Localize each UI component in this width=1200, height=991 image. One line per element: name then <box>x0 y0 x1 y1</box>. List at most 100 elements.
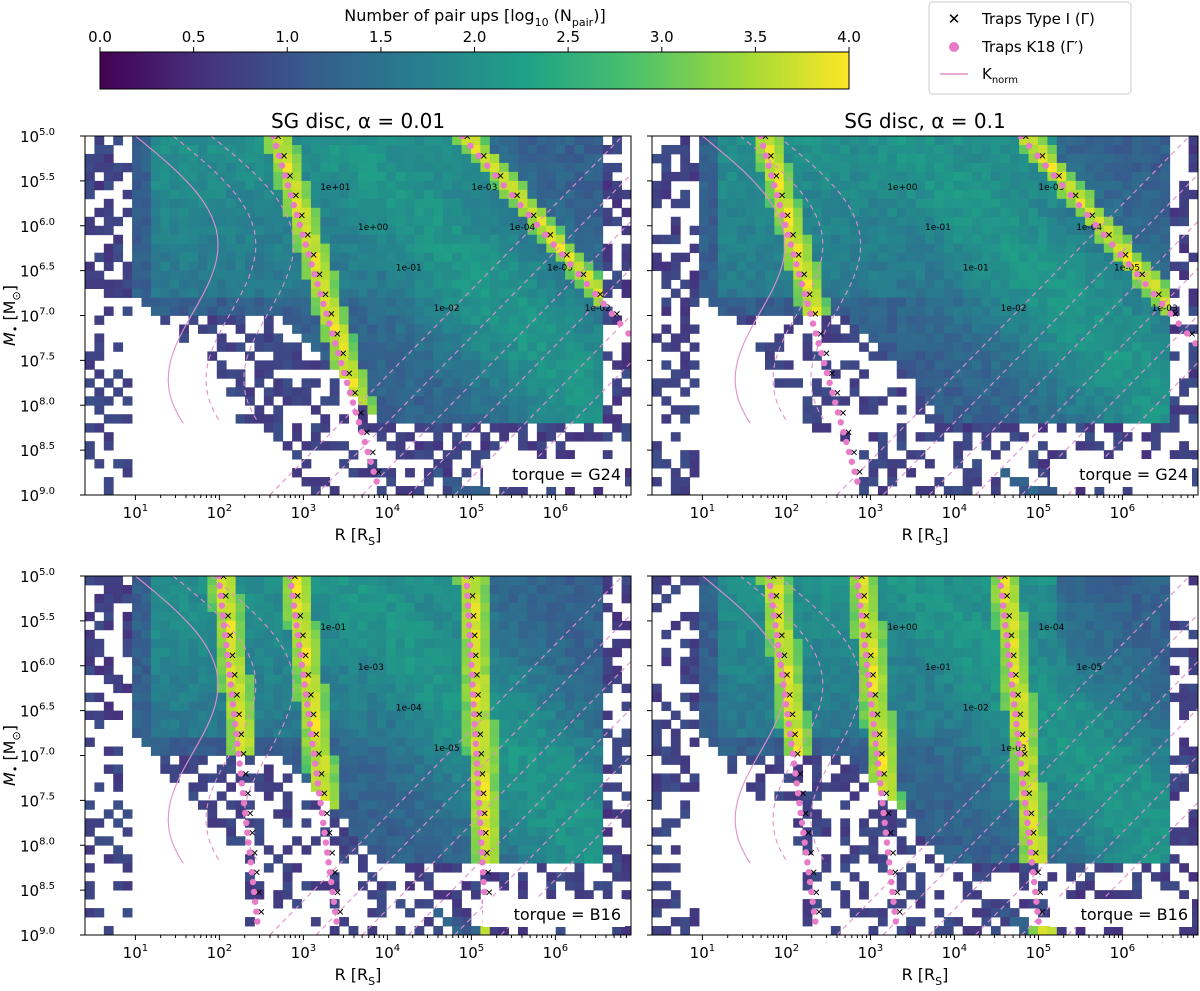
heatmap-cell <box>414 180 425 191</box>
heatmap-cell <box>433 252 444 263</box>
heatmap-cell <box>273 234 284 245</box>
heatmap-cell <box>470 324 481 334</box>
heatmap-cell <box>197 180 208 191</box>
heatmap-cell <box>376 351 387 361</box>
heatmap-cell <box>1056 225 1067 236</box>
trap-k18-marker <box>337 359 345 367</box>
heatmap-cell <box>216 189 227 200</box>
heatmap-cell <box>216 315 227 325</box>
heatmap-cell <box>339 665 349 676</box>
heatmap-cell <box>414 647 425 658</box>
heatmap-cell <box>536 198 547 209</box>
heatmap-cell <box>320 315 331 325</box>
heatmap-cell <box>518 333 528 343</box>
heatmap-cell <box>103 306 114 316</box>
heatmap-cell <box>386 477 397 487</box>
heatmap-cell <box>386 387 397 397</box>
heatmap-cell <box>661 270 672 281</box>
heatmap-cell <box>216 701 227 712</box>
heatmap-cell <box>376 136 387 146</box>
trap-k18-marker <box>492 172 499 179</box>
heatmap-cell <box>320 755 331 765</box>
heatmap-cell <box>103 593 114 604</box>
heatmap-cell <box>329 270 340 281</box>
heatmap-cell <box>602 602 613 613</box>
heatmap-cell <box>273 297 284 307</box>
heatmap-cell <box>546 719 557 729</box>
heatmap-cell <box>1019 270 1029 281</box>
heatmap-cell <box>320 342 331 352</box>
heatmap-cell <box>1085 261 1095 272</box>
heatmap-cell <box>433 369 444 379</box>
heatmap-cell <box>774 360 785 370</box>
trap-k18-marker <box>308 261 315 268</box>
heatmap-cell <box>433 342 444 352</box>
heatmap-cell <box>896 423 907 433</box>
heatmap-cell <box>452 665 462 676</box>
heatmap-cell <box>1094 144 1105 155</box>
heatmap-cell <box>169 243 180 254</box>
heatmap-cell <box>273 216 284 227</box>
heatmap-cell <box>536 701 547 712</box>
trap-k18-marker <box>332 340 339 347</box>
heatmap-cell <box>1150 162 1161 173</box>
heatmap-cell <box>699 144 709 155</box>
heatmap-cell <box>546 602 557 613</box>
heatmap-cell <box>461 360 472 370</box>
heatmap-cell <box>1150 324 1161 334</box>
heatmap-cell <box>593 692 604 703</box>
x-tick-label: 106 <box>1110 503 1135 522</box>
heatmap-cell <box>85 737 95 747</box>
heatmap-cell <box>320 602 331 613</box>
heatmap-cell <box>122 593 133 604</box>
heatmap-cell <box>868 279 879 289</box>
heatmap-cell <box>518 432 528 442</box>
heatmap-cell <box>395 234 406 245</box>
heatmap-cell <box>480 189 491 200</box>
heatmap-cell <box>235 198 246 209</box>
heatmap-cell <box>1066 360 1077 370</box>
heatmap-cell <box>489 216 500 227</box>
heatmap-cell <box>433 198 444 209</box>
heatmap-cell <box>188 234 199 245</box>
heatmap-cell <box>480 225 491 236</box>
heatmap-cell <box>555 764 566 774</box>
heatmap-cell <box>574 620 585 631</box>
heatmap-cell <box>395 629 406 640</box>
heatmap-cell <box>113 773 124 783</box>
heatmap-cell <box>320 216 331 227</box>
heatmap-cell <box>1085 279 1095 289</box>
heatmap-cell <box>235 414 246 424</box>
heatmap-cell <box>358 710 368 721</box>
heatmap-cell <box>661 171 672 182</box>
heatmap-cell <box>793 315 804 325</box>
heatmap-cell <box>470 136 481 146</box>
heatmap-cell <box>499 171 510 182</box>
heatmap-cell <box>386 180 397 191</box>
heatmap-cell <box>226 629 237 640</box>
heatmap-cell <box>943 207 954 218</box>
trap-type1-marker: ✕ <box>833 389 841 400</box>
heatmap-cell <box>877 315 888 325</box>
heatmap-cell <box>499 378 510 388</box>
heatmap-cell <box>197 288 208 298</box>
heatmap-cell <box>962 432 973 442</box>
heatmap-cell <box>339 171 349 182</box>
heatmap-cell <box>821 207 832 218</box>
heatmap-cell <box>518 171 528 182</box>
heatmap-cell <box>555 153 566 164</box>
heatmap-cell <box>1113 396 1124 406</box>
heatmap-cell <box>179 656 189 667</box>
heatmap-cell <box>480 405 491 415</box>
heatmap-cell <box>442 243 453 254</box>
heatmap-cell <box>273 414 284 424</box>
heatmap-cell <box>169 225 180 236</box>
heatmap-cell <box>746 207 756 218</box>
heatmap-cell <box>1141 198 1152 209</box>
heatmap-cell <box>254 414 265 424</box>
heatmap-cell <box>1037 261 1048 272</box>
heatmap-cell <box>990 136 1001 146</box>
heatmap-cell <box>565 369 575 379</box>
heatmap-cell <box>188 602 199 613</box>
heatmap-cell <box>320 638 331 649</box>
